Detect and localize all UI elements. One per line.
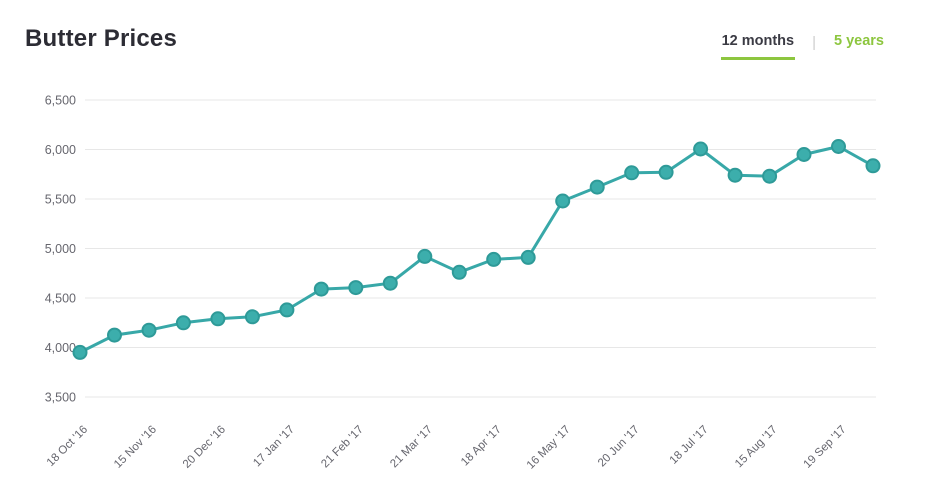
data-point-marker[interactable] [831, 139, 846, 154]
x-axis-tick-label: 15 Aug '17 [733, 424, 780, 471]
tab-5-years[interactable]: 5 years [833, 33, 885, 60]
data-point-marker[interactable] [555, 193, 571, 209]
data-point-marker[interactable] [313, 281, 329, 297]
data-point-marker[interactable] [624, 165, 640, 181]
data-point-marker[interactable] [141, 322, 157, 338]
page-title: Butter Prices [25, 25, 177, 52]
x-axis-tick-label: 21 Feb '17 [319, 424, 366, 471]
data-point-marker[interactable] [382, 275, 398, 291]
data-point-marker[interactable] [658, 164, 674, 180]
butter-prices-line-chart: 6,500 6,000 5,500 5,000 4,500 4,000 3,500 18 Oc… [45, 94, 881, 472]
data-point-marker[interactable] [348, 280, 364, 296]
x-axis-tick-label: 19 Sep '17 [802, 424, 849, 471]
y-axis-tick-label: 4,000 [45, 341, 76, 355]
tab-divider: | [812, 34, 816, 51]
data-point-marker[interactable] [486, 251, 502, 267]
data-point-marker[interactable] [72, 344, 88, 360]
x-axis-tick-label: 20 Jun '17 [596, 424, 642, 470]
data-point-marker[interactable] [693, 141, 709, 157]
data-point-marker[interactable] [727, 167, 743, 183]
x-axis-tick-label: 21 Mar '17 [388, 424, 435, 471]
y-axis-tick-label: 4,500 [45, 292, 76, 306]
data-point-marker[interactable] [417, 248, 433, 264]
x-axis-tick-label: 16 May '17 [525, 424, 573, 472]
y-axis-tick-label: 5,500 [45, 193, 76, 207]
series-line [78, 145, 875, 354]
x-axis-tick-label: 20 Dec '16 [181, 424, 228, 471]
x-axis-tick-label: 18 Apr '17 [459, 424, 504, 469]
x-axis-tick-label: 17 Jan '17 [251, 424, 297, 470]
data-point-marker[interactable] [210, 311, 226, 327]
y-axis-tick-label: 6,000 [45, 143, 76, 157]
data-point-marker[interactable] [279, 302, 295, 318]
x-axis-tick-label: 18 Oct '16 [45, 424, 90, 469]
x-axis-tick-label: 15 Nov '16 [112, 424, 159, 471]
y-axis-tick-label: 6,500 [45, 94, 76, 108]
x-axis-tick-label: 18 Jul '17 [668, 424, 711, 467]
range-toggle: 12 months | 5 years [720, 33, 885, 60]
y-axis-tick-label: 3,500 [45, 391, 76, 405]
chart-area: 6,500 6,000 5,500 5,000 4,500 4,000 3,500 18 Oc… [0, 78, 940, 500]
data-point-marker[interactable] [175, 315, 191, 331]
y-axis-tick-label: 5,000 [45, 242, 76, 256]
data-point-marker[interactable] [520, 249, 536, 265]
data-point-marker[interactable] [107, 327, 122, 343]
data-point-marker[interactable] [762, 168, 778, 184]
data-point-marker[interactable] [451, 264, 467, 280]
chart-header: Butter Prices 12 months | 5 years [0, 0, 940, 78]
data-point-marker[interactable] [589, 179, 605, 195]
data-point-marker[interactable] [865, 158, 881, 174]
data-point-marker[interactable] [244, 309, 260, 325]
data-point-marker[interactable] [796, 147, 812, 162]
tab-12-months[interactable]: 12 months [720, 33, 796, 60]
